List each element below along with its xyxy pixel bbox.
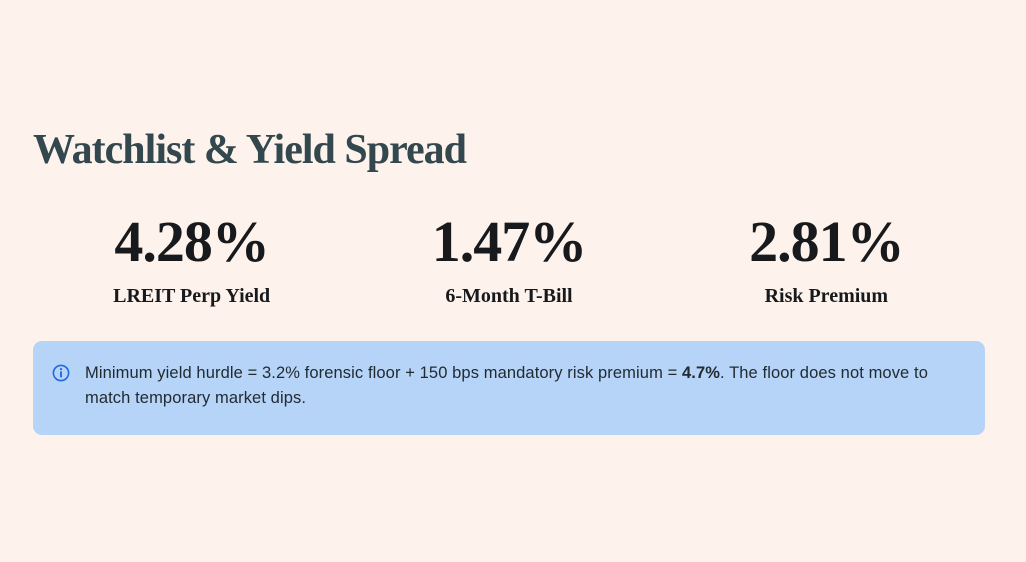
callout-text-end: . The floor does not move to match tempo… [85, 364, 928, 408]
stats-row: 4.28% LREIT Perp Yield 1.47% 6-Month T-B… [33, 213, 985, 308]
page-title: Watchlist & Yield Spread [33, 127, 467, 173]
stat-value: 1.47% [431, 209, 588, 275]
stat-label: 6-Month T-Bill [445, 285, 573, 308]
stat-label: LREIT Perp Yield [113, 285, 271, 308]
info-callout: Minimum yield hurdle = 3.2% forensic flo… [33, 341, 985, 436]
stat-card-lreit-perp-yield: 4.28% LREIT Perp Yield [33, 213, 350, 308]
stat-card-risk-premium: 2.81% Risk Premium [668, 213, 985, 308]
stat-value: 2.81% [749, 209, 905, 275]
callout-text-start: Minimum yield hurdle = 3.2% forensic flo… [85, 364, 683, 383]
callout-text: Minimum yield hurdle = 3.2% forensic flo… [85, 361, 959, 411]
stat-value: 4.28% [114, 209, 270, 275]
callout-bold-value: 4.7% [682, 364, 721, 383]
watchlist-section: Watchlist & Yield Spread 4.28% LREIT Per… [33, 0, 985, 436]
info-icon [52, 364, 70, 382]
stat-label: Risk Premium [764, 285, 889, 308]
stat-card-6-month-t-bill: 1.47% 6-Month T-Bill [350, 213, 667, 308]
